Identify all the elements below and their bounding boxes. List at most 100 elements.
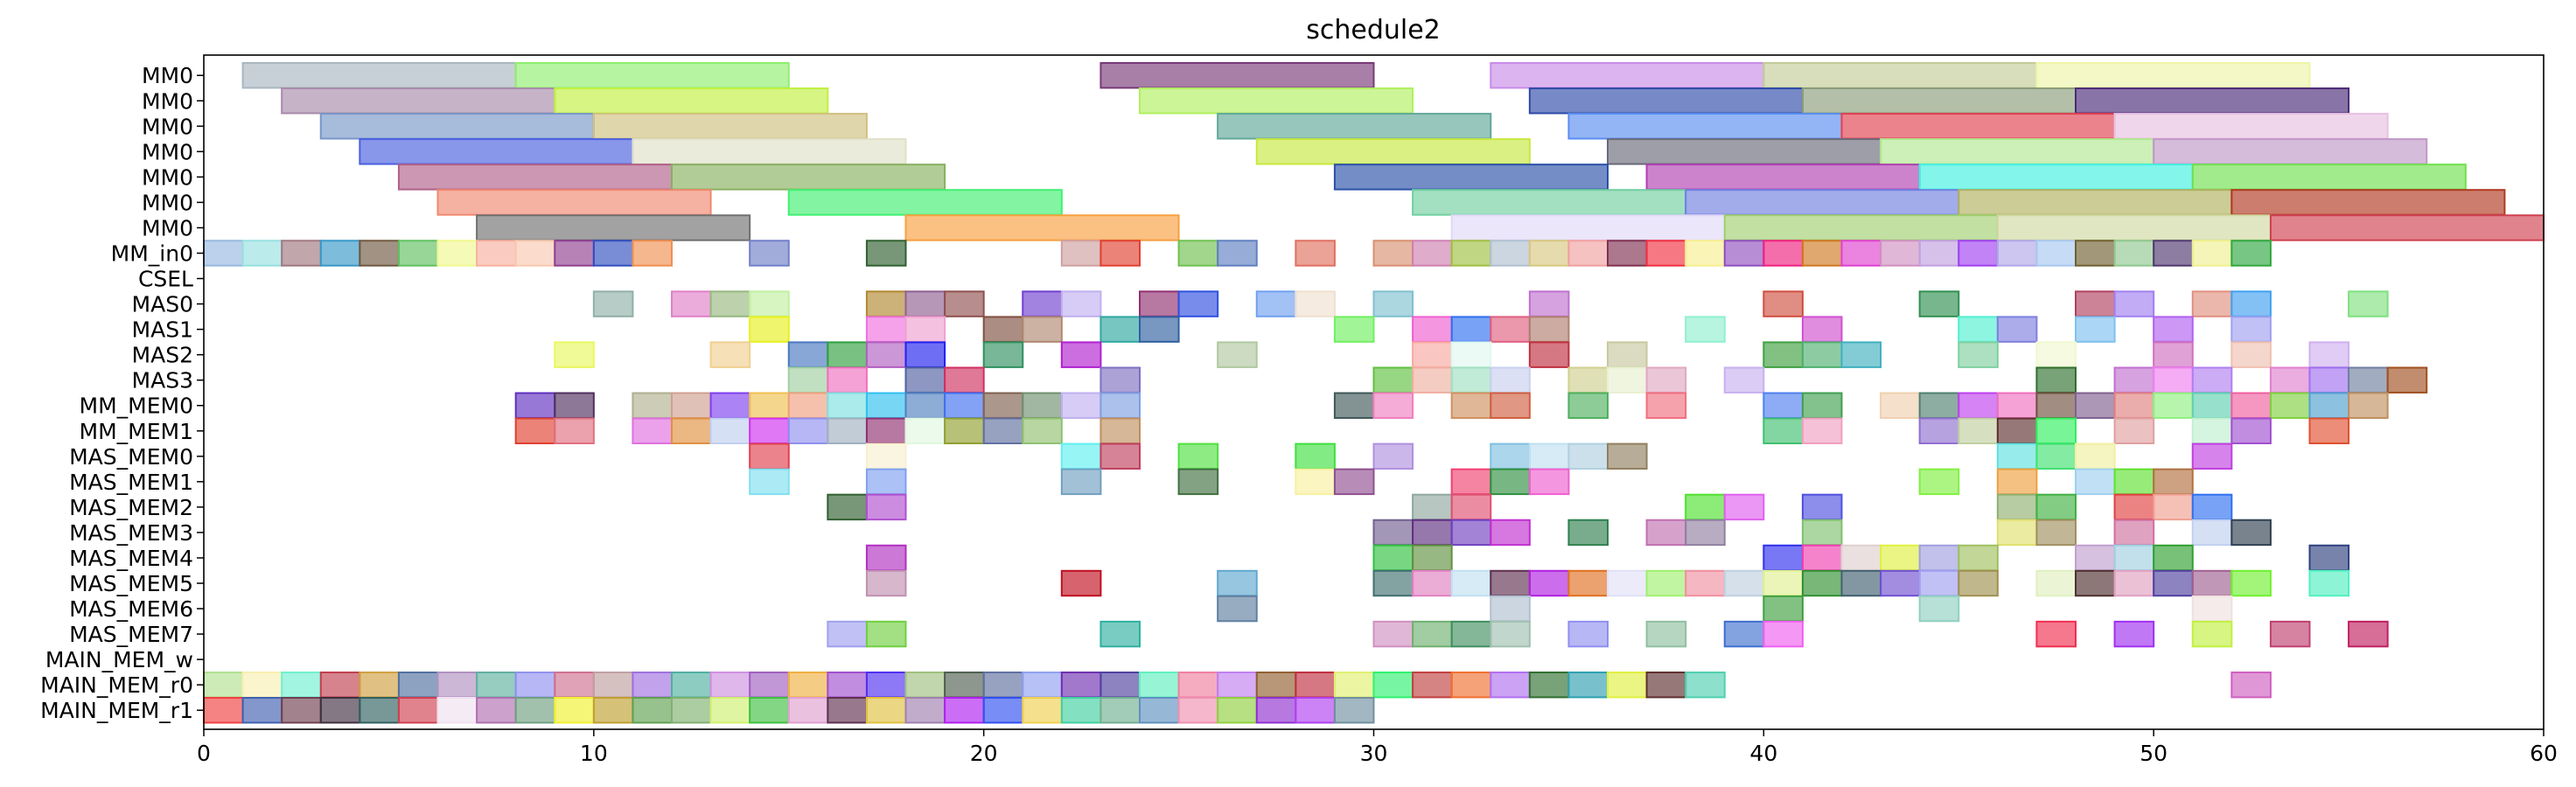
task-bar xyxy=(1528,240,1570,267)
task-bar xyxy=(2113,519,2155,547)
task-bar xyxy=(1685,569,1726,597)
task-bar xyxy=(1958,417,1999,445)
task-bar xyxy=(2191,240,2233,267)
task-bar xyxy=(1255,696,1297,724)
task-bar xyxy=(514,62,790,89)
task-bar xyxy=(1295,240,1336,267)
task-bar xyxy=(2230,569,2272,597)
task-bar xyxy=(749,392,790,419)
task-bar xyxy=(827,392,868,419)
task-bar xyxy=(2308,341,2350,368)
task-bar xyxy=(1450,366,1492,394)
task-bar xyxy=(2075,569,2116,597)
task-bar xyxy=(2191,442,2233,470)
task-bar xyxy=(904,366,946,394)
task-bar xyxy=(1100,240,1141,267)
task-bar xyxy=(632,696,674,724)
task-bar xyxy=(2269,214,2545,241)
y-tick-label: MAS_MEM6 xyxy=(69,596,193,622)
task-bar xyxy=(1763,620,1804,648)
task-bar xyxy=(709,696,751,724)
task-bar xyxy=(2035,417,2077,445)
task-bar xyxy=(982,392,1024,419)
task-bar xyxy=(281,87,556,115)
task-bar xyxy=(1100,366,1141,394)
task-bar xyxy=(1450,214,1726,241)
task-bar xyxy=(2269,620,2311,648)
task-bar xyxy=(1918,240,1960,267)
task-bar xyxy=(787,417,829,445)
task-bar xyxy=(514,392,556,419)
task-bar xyxy=(1139,696,1180,724)
task-bar xyxy=(1880,392,1921,419)
task-bar xyxy=(865,671,907,699)
task-bar xyxy=(2035,493,2077,521)
task-bar xyxy=(1333,316,1375,343)
task-bar xyxy=(1607,442,1648,470)
task-bar xyxy=(2035,392,2077,419)
task-bar xyxy=(1490,392,1531,419)
task-bar xyxy=(1372,671,1414,699)
task-bar xyxy=(1022,392,1063,419)
task-bar xyxy=(2035,442,2077,470)
task-bar xyxy=(1607,341,1648,368)
task-bar xyxy=(1685,519,1726,547)
task-bar xyxy=(1567,366,1609,394)
task-bar xyxy=(1412,620,1453,648)
task-bar xyxy=(359,671,400,699)
task-bar xyxy=(1958,569,1999,597)
task-bar xyxy=(1996,468,2038,496)
task-bar xyxy=(1645,519,1687,547)
task-bar xyxy=(1372,519,1414,547)
task-bar xyxy=(2153,138,2428,165)
x-axis: 0 10 20 30 40 50 60 xyxy=(197,729,2558,766)
task-bar xyxy=(2386,366,2428,394)
y-tick-label: MAS2 xyxy=(132,343,193,368)
task-bar xyxy=(2153,366,2194,394)
task-bar xyxy=(865,392,907,419)
task-bar xyxy=(1840,341,1882,368)
task-bar xyxy=(476,214,751,241)
task-bar xyxy=(1567,620,1609,648)
task-bar xyxy=(2230,392,2272,419)
task-bar xyxy=(2035,569,2077,597)
y-tick-label: MM0 xyxy=(142,114,193,139)
task-bar xyxy=(1022,696,1063,724)
task-bar xyxy=(1645,569,1687,597)
task-bar xyxy=(671,290,712,317)
task-bar xyxy=(865,696,907,724)
task-bar xyxy=(1996,316,2038,343)
task-bar xyxy=(2113,290,2155,317)
task-bar xyxy=(1723,214,1999,241)
task-bar xyxy=(2113,620,2155,648)
task-bar xyxy=(1685,671,1726,699)
task-bar xyxy=(865,544,907,572)
task-bar xyxy=(1450,519,1492,547)
task-bar xyxy=(709,290,751,317)
task-bar xyxy=(1763,569,1804,597)
task-bar xyxy=(1255,290,1297,317)
task-bar xyxy=(359,696,400,724)
task-bar xyxy=(709,417,751,445)
task-bar xyxy=(2075,468,2116,496)
task-bar xyxy=(1645,620,1687,648)
task-bar xyxy=(1177,290,1219,317)
task-bar xyxy=(1567,442,1609,470)
task-bar xyxy=(1217,113,1492,140)
task-bar xyxy=(1412,366,1453,394)
task-bar xyxy=(1060,240,1102,267)
task-bar xyxy=(1918,164,2194,191)
task-bar xyxy=(1801,316,1843,343)
task-bar xyxy=(1607,240,1648,267)
task-bar xyxy=(2075,392,2116,419)
x-tick-label: 30 xyxy=(1360,741,1388,766)
task-bar xyxy=(2075,87,2350,115)
task-bar xyxy=(2075,544,2116,572)
y-axis: MM0MM0MM0MM0MM0MM0MM0MM_in0CSELMAS0MAS1M… xyxy=(40,63,204,723)
task-bar xyxy=(2035,620,2077,648)
task-bar xyxy=(2348,392,2389,419)
task-bar xyxy=(1450,468,1492,496)
task-bar xyxy=(1645,392,1687,419)
task-bar xyxy=(1958,392,1999,419)
task-bar xyxy=(2035,240,2077,267)
